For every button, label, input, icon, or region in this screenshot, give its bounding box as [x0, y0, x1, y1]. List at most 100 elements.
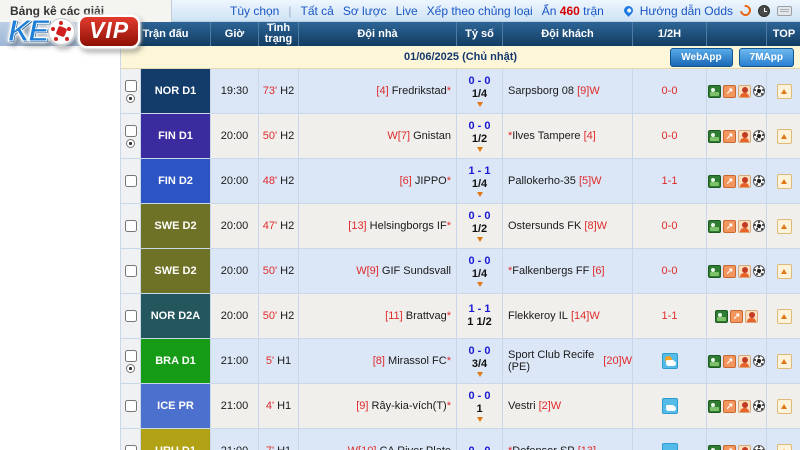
away-team[interactable]: Sarpsborg 08 [9]W: [503, 69, 633, 113]
match-checkbox[interactable]: [124, 349, 137, 362]
chart-icon[interactable]: [723, 219, 736, 233]
home-rank: W[7]: [387, 130, 414, 142]
match-checkbox[interactable]: [124, 265, 137, 277]
field-icon[interactable]: [708, 129, 721, 143]
league-badge: FIN D1: [141, 114, 211, 158]
pin-to-top-button[interactable]: [776, 173, 792, 189]
away-team[interactable]: Vestri [2]W: [503, 384, 633, 428]
person-icon[interactable]: [738, 444, 751, 450]
person-icon[interactable]: [738, 219, 751, 233]
away-team[interactable]: *Defensor SP [13]: [503, 429, 633, 450]
chart-icon[interactable]: [723, 444, 736, 450]
ball-icon[interactable]: [753, 175, 765, 187]
person-icon[interactable]: [738, 354, 751, 368]
menu-sort-by-type[interactable]: Xếp theo chủng loại: [426, 3, 533, 18]
pin-to-top-button[interactable]: [776, 353, 792, 369]
league-badge: NOR D2A: [141, 294, 211, 338]
field-icon[interactable]: [708, 444, 721, 450]
score-cell: 0 - 0 3/4: [457, 339, 503, 383]
ball-icon[interactable]: [753, 220, 765, 232]
menu-hide-matches[interactable]: Ẩn 460 trận: [542, 4, 604, 18]
ball-icon[interactable]: [753, 400, 765, 412]
odds-guide-link[interactable]: Hướng dẫn Odds: [639, 3, 733, 18]
menu-summary[interactable]: Sơ lược: [342, 3, 387, 18]
away-name: Falkenbergs FF: [512, 265, 593, 277]
match-status: 50' H2: [259, 114, 299, 158]
clock-icon[interactable]: [758, 4, 770, 17]
home-team[interactable]: W[7] Gnistan: [299, 114, 457, 158]
home-team[interactable]: [8] Mirassol FC *: [299, 339, 457, 383]
menu-all[interactable]: Tất cả: [300, 3, 334, 18]
match-checkbox[interactable]: [124, 445, 137, 450]
home-team[interactable]: [9] Rây-kia-vích(T) *: [299, 384, 457, 428]
away-team[interactable]: Flekkeroy IL [14]W: [503, 294, 633, 338]
match-checkbox[interactable]: [124, 124, 137, 137]
person-icon[interactable]: [738, 84, 751, 98]
chart-icon[interactable]: [723, 129, 736, 143]
away-team[interactable]: * Falkenbergs FF [6]: [503, 249, 633, 293]
chart-icon[interactable]: [723, 174, 736, 188]
app-buttons: WebApp 7MApp: [670, 48, 794, 67]
away-team[interactable]: Pallokerho-35 [5]W: [503, 159, 633, 203]
football-icon: [126, 93, 135, 103]
pin-to-top-button[interactable]: [776, 218, 792, 234]
person-icon[interactable]: [738, 174, 751, 188]
field-icon[interactable]: [708, 354, 721, 368]
pin-to-top-button[interactable]: [776, 308, 792, 324]
webapp-button[interactable]: WebApp: [670, 48, 733, 67]
home-team[interactable]: [4] Fredrikstad *: [299, 69, 457, 113]
chart-icon[interactable]: [730, 309, 743, 323]
home-team[interactable]: W[9] GIF Sundsvall: [299, 249, 457, 293]
match-checkbox[interactable]: [124, 400, 137, 412]
menu-live[interactable]: Live: [395, 3, 418, 18]
pin-to-top-button[interactable]: [776, 83, 792, 99]
select-cell: [121, 204, 141, 248]
match-links: [707, 339, 767, 383]
match-checkbox[interactable]: [124, 310, 137, 322]
home-team[interactable]: [11] Brattvag *: [299, 294, 457, 338]
match-checkbox[interactable]: [124, 79, 137, 92]
odds-down-icon: [476, 417, 483, 422]
match-checkbox[interactable]: [124, 175, 137, 187]
pin-to-top-button[interactable]: [776, 443, 792, 450]
chart-icon[interactable]: [723, 264, 736, 278]
away-name: Vestri: [508, 400, 539, 412]
refresh-icon[interactable]: [737, 2, 754, 19]
home-team[interactable]: W[10] CA River Plate: [299, 429, 457, 450]
ball-icon[interactable]: [753, 355, 765, 367]
pin-to-top-button[interactable]: [776, 128, 792, 144]
field-icon[interactable]: [708, 264, 721, 278]
person-icon[interactable]: [745, 309, 758, 323]
home-team[interactable]: [6] JIPPO *: [299, 159, 457, 203]
pin-to-top-button[interactable]: [776, 398, 792, 414]
match-row: BRA D1 21:00 5' H1 [8] Mirassol FC * 0 - 0 3/4…: [121, 339, 800, 384]
current-score: 1 - 1: [468, 165, 491, 177]
field-icon[interactable]: [708, 174, 721, 188]
field-icon[interactable]: [715, 309, 728, 323]
match-status: 47' H2: [259, 204, 299, 248]
home-team[interactable]: [13] Helsingborgs IF *: [299, 204, 457, 248]
field-icon[interactable]: [708, 84, 721, 98]
away-team[interactable]: Sport Club Recife (PE) [20]W: [503, 339, 633, 383]
ball-icon[interactable]: [753, 130, 765, 142]
live-minute: 4': [265, 400, 275, 412]
chart-icon[interactable]: [723, 84, 736, 98]
chart-icon[interactable]: [723, 354, 736, 368]
7mapp-button[interactable]: 7MApp: [738, 48, 794, 67]
field-icon[interactable]: [708, 219, 721, 233]
person-icon[interactable]: [738, 399, 751, 413]
keyboard-icon[interactable]: [777, 5, 792, 16]
pin-to-top-button[interactable]: [776, 263, 792, 279]
away-team[interactable]: Ostersunds FK [8]W: [503, 204, 633, 248]
match-checkbox[interactable]: [124, 220, 137, 232]
ball-icon[interactable]: [753, 85, 765, 97]
match-status: 4' H1: [259, 384, 299, 428]
chart-icon[interactable]: [723, 399, 736, 413]
menu-options[interactable]: Tùy chọn: [230, 3, 280, 18]
away-team[interactable]: * Ilves Tampere [4]: [503, 114, 633, 158]
person-icon[interactable]: [738, 264, 751, 278]
person-icon[interactable]: [738, 129, 751, 143]
ball-icon[interactable]: [753, 445, 765, 450]
ball-icon[interactable]: [753, 265, 765, 277]
field-icon[interactable]: [708, 399, 721, 413]
